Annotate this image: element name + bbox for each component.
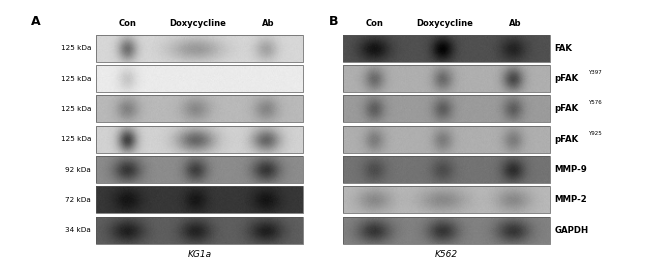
Text: Ab: Ab <box>261 19 274 28</box>
Text: 34 kDa: 34 kDa <box>65 227 91 233</box>
Bar <box>343 156 550 183</box>
Text: 92 kDa: 92 kDa <box>65 167 91 172</box>
Text: GAPDH: GAPDH <box>554 226 588 235</box>
Text: 125 kDa: 125 kDa <box>60 76 91 82</box>
Text: pFAK: pFAK <box>554 104 578 114</box>
Text: 125 kDa: 125 kDa <box>60 106 91 112</box>
Bar <box>96 156 303 183</box>
Bar <box>96 126 303 153</box>
Bar <box>343 126 550 153</box>
Text: K562: K562 <box>435 250 458 259</box>
Text: B: B <box>329 15 339 28</box>
Bar <box>343 95 550 122</box>
Bar <box>96 65 303 92</box>
Bar <box>343 217 550 244</box>
Text: pFAK: pFAK <box>554 74 578 83</box>
Text: Y576: Y576 <box>588 100 602 105</box>
Bar <box>343 186 550 213</box>
Text: Doxycycline: Doxycycline <box>169 19 226 28</box>
Text: Con: Con <box>365 19 383 28</box>
Bar <box>96 217 303 244</box>
Text: 72 kDa: 72 kDa <box>65 197 91 203</box>
Text: Ab: Ab <box>508 19 521 28</box>
Bar <box>96 35 303 62</box>
Text: MMP-9: MMP-9 <box>554 165 587 174</box>
Text: A: A <box>31 15 41 28</box>
Text: Y397: Y397 <box>588 70 602 75</box>
Bar <box>96 95 303 122</box>
Text: 125 kDa: 125 kDa <box>60 45 91 51</box>
Text: Y925: Y925 <box>588 131 602 136</box>
Text: MMP-2: MMP-2 <box>554 195 587 204</box>
Text: FAK: FAK <box>554 44 573 53</box>
Text: pFAK: pFAK <box>554 135 578 144</box>
Bar <box>343 65 550 92</box>
Bar <box>343 35 550 62</box>
Bar <box>96 186 303 213</box>
Text: Doxycycline: Doxycycline <box>416 19 473 28</box>
Text: 125 kDa: 125 kDa <box>60 136 91 142</box>
Text: Con: Con <box>118 19 136 28</box>
Text: KG1a: KG1a <box>187 250 212 259</box>
